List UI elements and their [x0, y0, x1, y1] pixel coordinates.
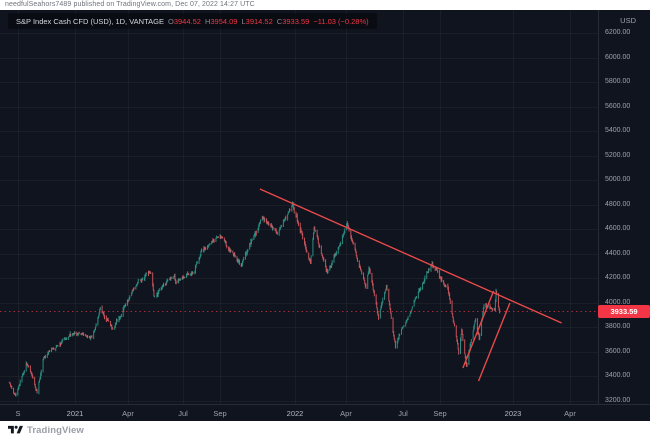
time-axis-label: S — [15, 409, 21, 418]
symbol-legend[interactable]: S&P Index Cash CFD (USD), 1D, VANTAGE O3… — [8, 13, 377, 29]
tradingview-brand-text[interactable]: TradingView — [27, 424, 84, 436]
price-axis-label: 3400.00 — [605, 372, 631, 380]
price-axis-label: 3600.00 — [605, 347, 631, 355]
price-axis-label: 6000.00 — [605, 53, 631, 61]
candlestick-canvas[interactable] — [0, 10, 650, 421]
tradingview-logo-icon[interactable] — [8, 424, 23, 436]
time-axis-label: Apr — [340, 409, 352, 418]
time-axis-separator — [0, 404, 650, 405]
price-axis-label: 5200.00 — [605, 151, 631, 159]
price-axis[interactable]: 6200.00 6000.00 5800.00 5600.00 5400.00 5200.… — [598, 10, 650, 404]
ohlc-high: H3954.09 — [204, 16, 238, 26]
time-axis-label: Apr — [122, 409, 134, 418]
time-axis[interactable]: S 2021 Apr Jul Sep 2022 Apr Jul Sep 2023 Apr — [0, 405, 598, 421]
ohlc-low: L3914.52 — [241, 16, 273, 26]
ohlc-close: C3933.59 — [276, 16, 310, 26]
footer-attribution: TradingView — [0, 421, 650, 439]
price-axis-label: 3200.00 — [605, 397, 631, 404]
time-axis-label: 2023 — [504, 409, 522, 418]
time-axis-label: Jul — [398, 409, 408, 418]
last-price-tag: 3933.59 — [598, 304, 650, 318]
price-axis-label: 4000.00 — [605, 298, 631, 306]
chart-panel: S&P Index Cash CFD (USD), 1D, VANTAGE O3… — [0, 10, 650, 421]
price-axis-label: 4400.00 — [605, 249, 631, 257]
price-axis-label: 3800.00 — [605, 323, 631, 331]
time-axis-label: 2022 — [286, 409, 304, 418]
ohlc-open: O3944.52 — [167, 16, 201, 26]
symbol-title: S&P Index Cash CFD (USD), 1D, VANTAGE — [16, 16, 164, 26]
price-axis-label: 6200.00 — [605, 29, 631, 36]
price-axis-label: 5600.00 — [605, 102, 631, 110]
price-axis-label: 5800.00 — [605, 78, 631, 86]
attribution-text: needfulSeahors7489 published on TradingV… — [5, 1, 255, 8]
time-axis-label: Sep — [433, 409, 447, 418]
price-axis-label: 4800.00 — [605, 200, 631, 208]
price-axis-label: 5000.00 — [605, 176, 631, 184]
time-axis-label: Apr — [564, 409, 576, 418]
price-axis-label: 4600.00 — [605, 225, 631, 233]
price-axis-label: 5400.00 — [605, 127, 631, 135]
change-value: −11.03 (−0.28%) — [313, 16, 369, 26]
time-axis-label: 2021 — [66, 409, 84, 418]
time-axis-label: Sep — [213, 409, 227, 418]
currency-label: USD — [620, 16, 636, 25]
time-axis-label: Jul — [178, 409, 188, 418]
price-axis-label: 4200.00 — [605, 274, 631, 282]
